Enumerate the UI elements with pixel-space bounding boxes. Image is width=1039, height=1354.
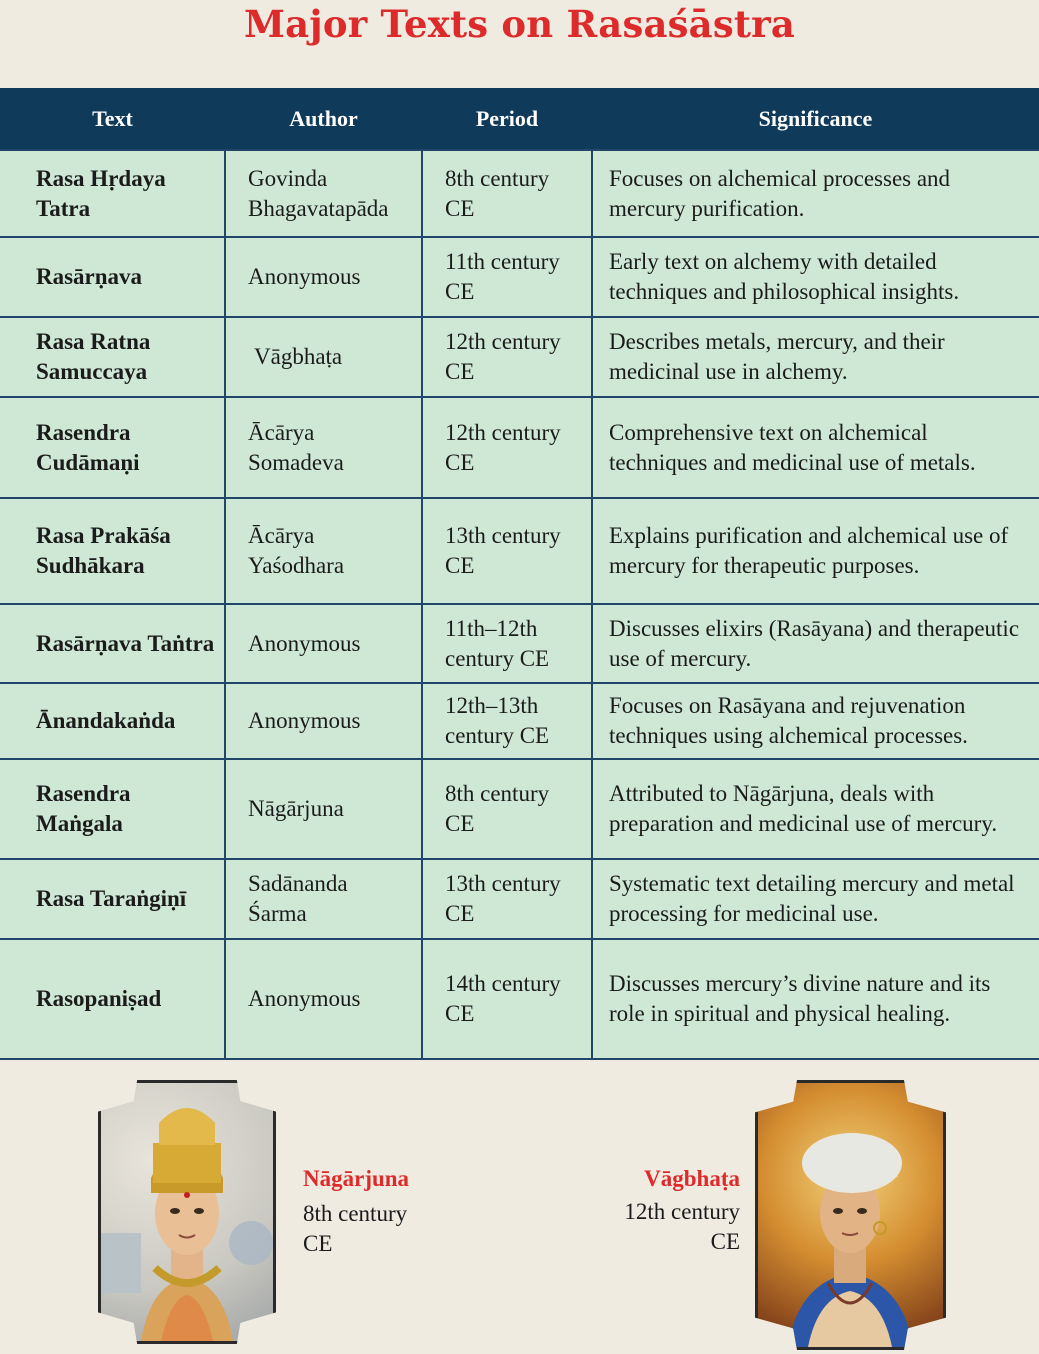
cell-text: Rasa Taraṅgiṇī <box>0 858 226 940</box>
table-row: Rasa Taraṅgiṇī Sadānanda Śarma 13th cent… <box>0 858 1039 940</box>
cell-author: Sadānanda Śarma <box>224 858 423 940</box>
table-row: Rasa Prakāśa Sudhākara Ācārya Yaśodhara … <box>0 497 1039 605</box>
cell-significance: Comprehensive text on alchemical techniq… <box>591 396 1039 499</box>
cell-author: Anonymous <box>224 236 423 318</box>
cell-significance: Attributed to Nāgārjuna, deals with prep… <box>591 758 1039 860</box>
cell-text: Rasa Hṛdaya Tatra <box>0 149 226 238</box>
table-header-row: Text Author Period Significance <box>0 88 1039 150</box>
nagarjuna-illustration <box>101 1108 273 1341</box>
cell-text: Rasendra Cudāmaṇi <box>0 396 226 499</box>
cell-significance: Explains purification and alchemical use… <box>591 497 1039 605</box>
table-row: Rasa Hṛdaya Tatra Govinda Bhagavatapāda … <box>0 149 1039 238</box>
cell-significance: Discusses elixirs (Rasāyana) and therape… <box>591 603 1039 684</box>
cell-text: Rasa Prakāśa Sudhākara <box>0 497 226 605</box>
cell-text: Rasendra Maṅgala <box>0 758 226 860</box>
cell-significance: Describes metals, mercury, and their med… <box>591 316 1039 398</box>
vagbhata-portrait <box>755 1080 946 1350</box>
cell-significance: Discusses mercury’s divine nature and it… <box>591 938 1039 1060</box>
cell-period: 8th century CE <box>421 149 593 238</box>
table-row: Rasopaniṣad Anonymous 14th century CE Di… <box>0 938 1039 1060</box>
cell-author: Govinda Bhagavatapāda <box>224 149 423 238</box>
cell-author: Vāgbhaṭa <box>224 316 423 398</box>
cell-period: 11th century CE <box>421 236 593 318</box>
cell-significance: Systematic text detailing mercury and me… <box>591 858 1039 940</box>
cell-period: 8th century CE <box>421 758 593 860</box>
cell-significance: Focuses on Rasāyana and rejuvenation tec… <box>591 682 1039 760</box>
cell-period: 12th century CE <box>421 396 593 499</box>
table-row: Ānandakaṅda Anonymous 12th–13th century … <box>0 682 1039 760</box>
cell-significance: Early text on alchemy with detailed tech… <box>591 236 1039 318</box>
cell-text: Ānandakaṅda <box>0 682 226 760</box>
cell-author: Anonymous <box>224 682 423 760</box>
portrait-name-nagarjuna: Nāgārjuna <box>303 1166 410 1191</box>
portrait-period-vagbhata: 12th century CE <box>624 1199 740 1254</box>
portrait-period-nagarjuna: 8th century CE <box>303 1201 408 1256</box>
cell-text: Rasārṇava <box>0 236 226 318</box>
cell-period: 13th century CE <box>421 497 593 605</box>
cell-author: Nāgārjuna <box>224 758 423 860</box>
vagbhata-illustration <box>788 1133 913 1347</box>
cell-author: Anonymous <box>224 603 423 684</box>
portrait-name-vagbhata: Vāgbhaṭa <box>644 1166 740 1191</box>
cell-period: 13th century CE <box>421 858 593 940</box>
cell-text: Rasa Ratna Samuccaya <box>0 316 226 398</box>
cell-author: Anonymous <box>224 938 423 1060</box>
texts-table: Text Author Period Significance Rasa Hṛd… <box>0 88 1039 1060</box>
cell-text: Rasārṇava Taṅtra <box>0 603 226 684</box>
table-row: Rasendra Maṅgala Nāgārjuna 8th century C… <box>0 758 1039 860</box>
cell-period: 12th century CE <box>421 316 593 398</box>
nagarjuna-portrait <box>98 1080 276 1344</box>
cell-period: 12th–13th century CE <box>421 682 593 760</box>
table-row: Rasārṇava Taṅtra Anonymous 11th–12th cen… <box>0 603 1039 684</box>
cell-author: Ācārya Yaśodhara <box>224 497 423 605</box>
column-header-period: Period <box>475 105 539 131</box>
cell-text: Rasopaniṣad <box>0 938 226 1060</box>
cell-significance: Focuses on alchemical processes and merc… <box>591 149 1039 238</box>
table-row: Rasa Ratna Samuccaya Vāgbhaṭa 12th centu… <box>0 316 1039 398</box>
cell-period: 14th century CE <box>421 938 593 1060</box>
table-row: Rasārṇava Anonymous 11th century CE Earl… <box>0 236 1039 318</box>
page-title: Major Texts on Rasaśāstra <box>243 2 796 46</box>
cell-period: 11th–12th century CE <box>421 603 593 684</box>
column-header-significance: Significance <box>758 105 873 131</box>
table-row: Rasendra Cudāmaṇi Ācārya Somadeva 12th c… <box>0 396 1039 499</box>
column-header-text: Text <box>92 105 133 131</box>
column-header-author: Author <box>289 105 358 131</box>
cell-author: Ācārya Somadeva <box>224 396 423 499</box>
